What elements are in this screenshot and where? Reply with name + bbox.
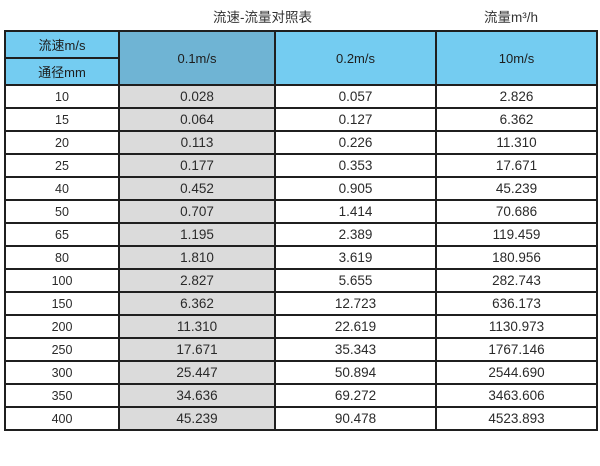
flow-value-cell: 12.723 (274, 291, 437, 316)
diameter-cell: 15 (4, 107, 120, 132)
diameter-cell: 80 (4, 245, 120, 270)
corner-cell-diameter: 通径mm (4, 57, 120, 86)
flow-value-cell: 3.619 (274, 245, 437, 270)
table-body: 10 0.028 0.057 2.826 15 0.064 0.127 6.362 20 0.11… (4, 84, 598, 431)
flow-value-cell: 11.310 (118, 314, 276, 339)
flow-value-cell: 0.353 (274, 153, 437, 178)
table-header: 流速m/s 0.1m/s 0.2m/s 10m/s 通径mm (4, 30, 598, 86)
flow-value-cell: 0.177 (118, 153, 276, 178)
flow-value-cell: 17.671 (118, 337, 276, 362)
header-row-top: 流速m/s 0.1m/s 0.2m/s 10m/s (4, 30, 598, 86)
diameter-cell: 250 (4, 337, 120, 362)
flow-value-cell: 70.686 (435, 199, 598, 224)
flow-value-cell: 90.478 (274, 406, 437, 431)
flow-value-cell: 2.827 (118, 268, 276, 293)
table-row: 25 0.177 0.353 17.671 (4, 153, 598, 178)
diameter-cell: 65 (4, 222, 120, 247)
flow-value-cell: 50.894 (274, 360, 437, 385)
flow-value-cell: 636.173 (435, 291, 598, 316)
flow-value-cell: 11.310 (435, 130, 598, 155)
flow-value-cell: 5.655 (274, 268, 437, 293)
flow-value-cell: 0.064 (118, 107, 276, 132)
flow-value-cell: 1130.973 (435, 314, 598, 339)
table-row: 250 17.671 35.343 1767.146 (4, 337, 598, 362)
flow-value-cell: 2.389 (274, 222, 437, 247)
table-row: 200 11.310 22.619 1130.973 (4, 314, 598, 339)
diameter-cell: 400 (4, 406, 120, 431)
table-row: 80 1.810 3.619 180.956 (4, 245, 598, 270)
table-row: 10 0.028 0.057 2.826 (4, 84, 598, 109)
flow-value-cell: 34.636 (118, 383, 276, 408)
diameter-cell: 300 (4, 360, 120, 385)
table-row: 40 0.452 0.905 45.239 (4, 176, 598, 201)
diameter-cell: 10 (4, 84, 120, 109)
table-row: 150 6.362 12.723 636.173 (4, 291, 598, 316)
flow-value-cell: 1.414 (274, 199, 437, 224)
flow-value-cell: 45.239 (118, 406, 276, 431)
table-row: 100 2.827 5.655 282.743 (4, 268, 598, 293)
flow-rate-table: 流速m/s 0.1m/s 0.2m/s 10m/s 通径mm 10 0.028 0.… (4, 30, 598, 431)
flow-value-cell: 6.362 (118, 291, 276, 316)
diameter-cell: 40 (4, 176, 120, 201)
title-bar: 流速-流量对照表 流量m³/h (0, 0, 600, 30)
flow-value-cell: 0.226 (274, 130, 437, 155)
flow-value-cell: 35.343 (274, 337, 437, 362)
diameter-cell: 20 (4, 130, 120, 155)
flow-value-cell: 1767.146 (435, 337, 598, 362)
table-row: 400 45.239 90.478 4523.893 (4, 406, 598, 431)
flow-value-cell: 2.826 (435, 84, 598, 109)
flow-value-cell: 180.956 (435, 245, 598, 270)
corner-cell-velocity: 流速m/s (4, 30, 120, 59)
flow-value-cell: 45.239 (435, 176, 598, 201)
flow-value-cell: 0.057 (274, 84, 437, 109)
table-row: 300 25.447 50.894 2544.690 (4, 360, 598, 385)
diameter-cell: 350 (4, 383, 120, 408)
table-row: 350 34.636 69.272 3463.606 (4, 383, 598, 408)
flow-value-cell: 0.707 (118, 199, 276, 224)
header-row-bottom: 通径mm (4, 57, 597, 86)
flow-value-cell: 0.028 (118, 84, 276, 109)
flow-value-cell: 1.810 (118, 245, 276, 270)
flow-value-cell: 3463.606 (435, 383, 598, 408)
flow-value-cell: 22.619 (274, 314, 437, 339)
diameter-cell: 200 (4, 314, 120, 339)
diameter-cell: 25 (4, 153, 120, 178)
diameter-cell: 50 (4, 199, 120, 224)
flow-value-cell: 282.743 (435, 268, 598, 293)
diameter-cell: 100 (4, 268, 120, 293)
column-header-10ms: 10m/s (435, 30, 598, 86)
table-row: 50 0.707 1.414 70.686 (4, 199, 598, 224)
column-header-0.2ms: 0.2m/s (274, 30, 437, 86)
flow-value-cell: 0.905 (274, 176, 437, 201)
flow-value-cell: 2544.690 (435, 360, 598, 385)
table-row: 20 0.113 0.226 11.310 (4, 130, 598, 155)
flow-value-cell: 25.447 (118, 360, 276, 385)
page-title: 流速-流量对照表 (213, 10, 312, 25)
flow-value-cell: 4523.893 (435, 406, 598, 431)
table-row: 65 1.195 2.389 119.459 (4, 222, 598, 247)
flow-unit-label: 流量m³/h (484, 10, 538, 25)
flow-value-cell: 1.195 (118, 222, 276, 247)
flow-value-cell: 0.452 (118, 176, 276, 201)
flow-value-cell: 119.459 (435, 222, 598, 247)
flow-value-cell: 0.127 (274, 107, 437, 132)
diameter-cell: 150 (4, 291, 120, 316)
flow-value-cell: 0.113 (118, 130, 276, 155)
flow-value-cell: 17.671 (435, 153, 598, 178)
table-row: 15 0.064 0.127 6.362 (4, 107, 598, 132)
flow-value-cell: 6.362 (435, 107, 598, 132)
column-header-0.1ms: 0.1m/s (118, 30, 276, 86)
flow-value-cell: 69.272 (274, 383, 437, 408)
